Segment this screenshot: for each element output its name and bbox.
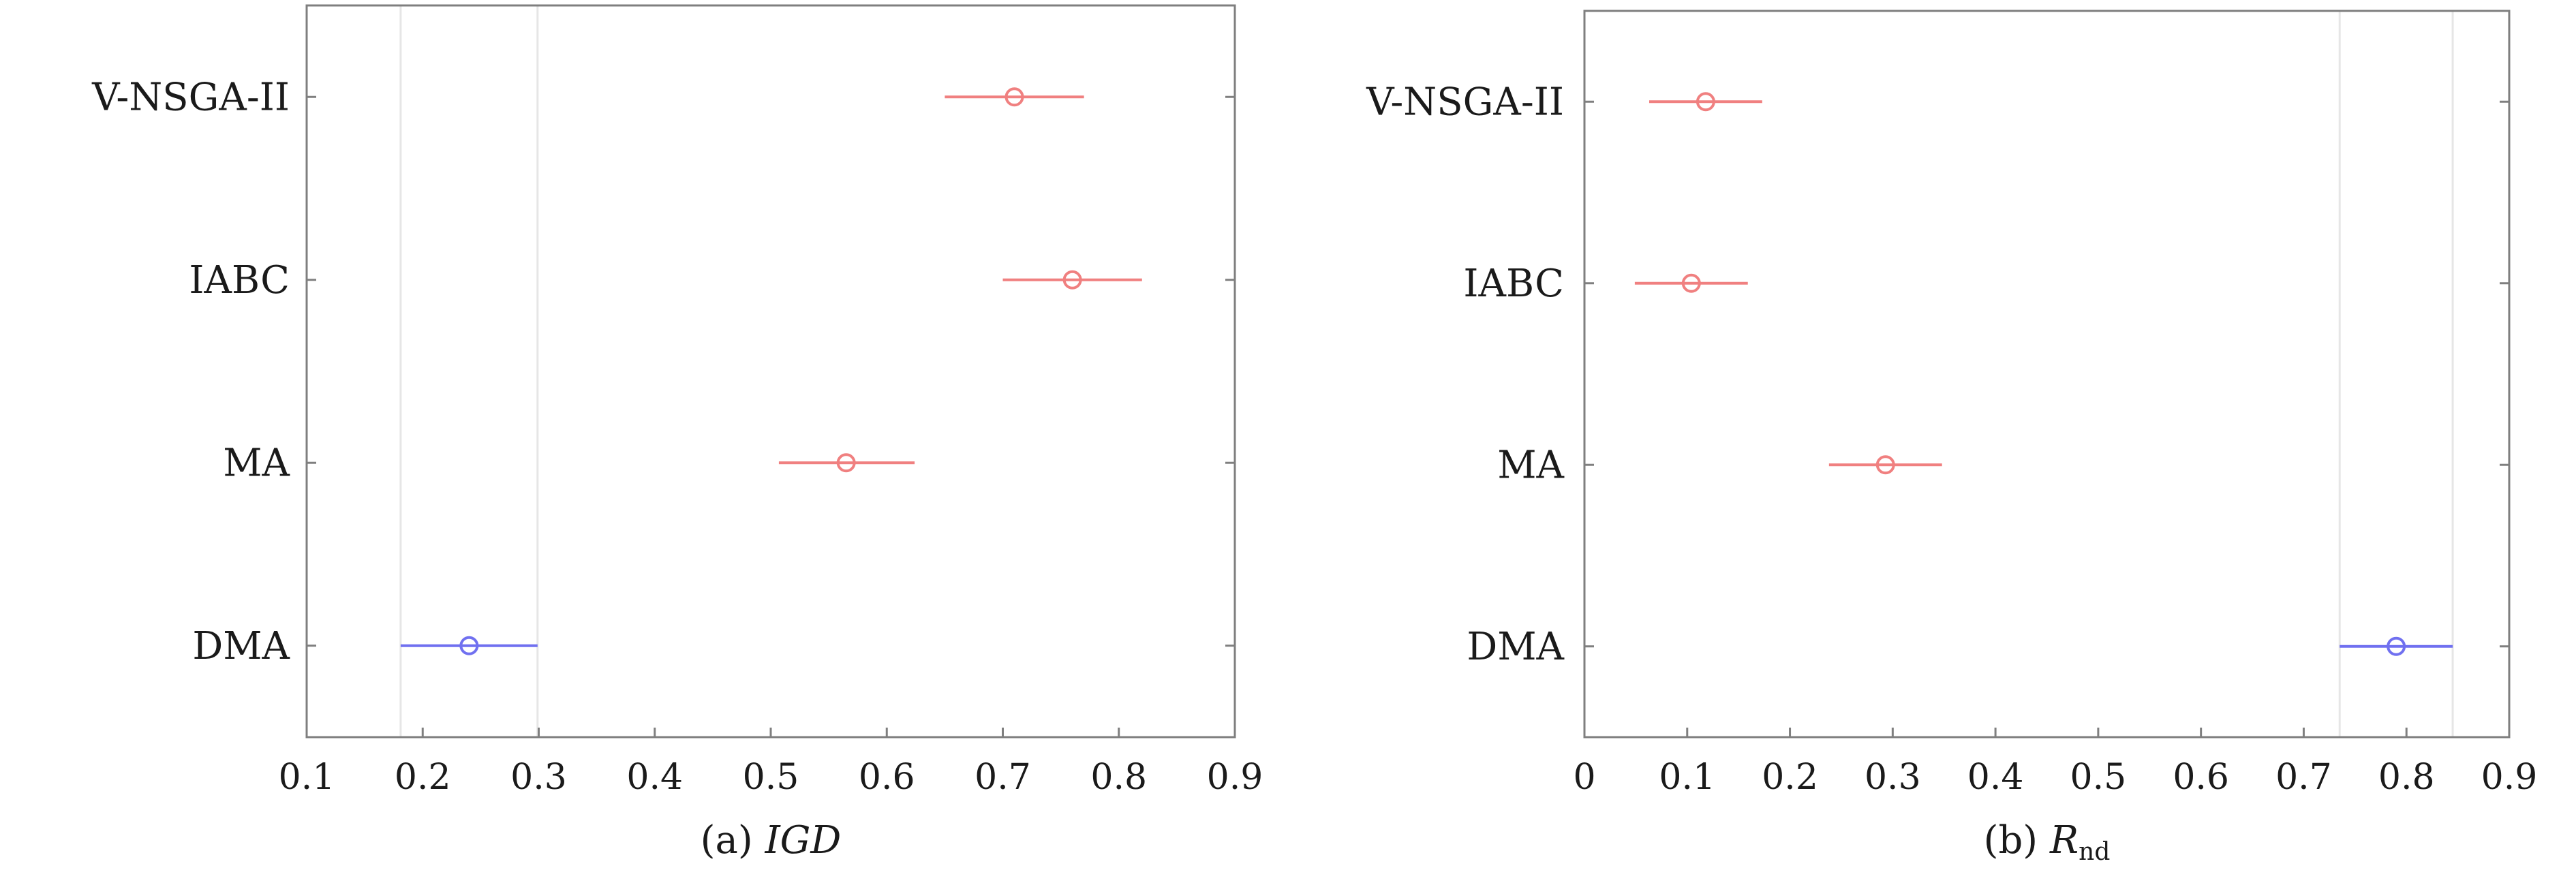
x-tick-label: 0.5 <box>743 757 799 798</box>
x-tick-label: 0.7 <box>975 757 1031 798</box>
caption-prefix: (a) <box>701 818 753 863</box>
x-tick-label: 0.1 <box>1659 757 1715 798</box>
mean-marker-dma <box>459 636 479 655</box>
caption-metric: R <box>2049 818 2079 863</box>
x-tick-label: 0.9 <box>2481 757 2538 798</box>
x-tick-label: 0 <box>1573 757 1595 798</box>
x-tick-label: 0.2 <box>395 757 451 798</box>
x-tick-label: 0.3 <box>1865 757 1921 798</box>
caption-space <box>2038 818 2050 863</box>
x-tick-label: 0.3 <box>510 757 567 798</box>
mean-marker-ma <box>836 453 856 473</box>
caption-metric-subscript: nd <box>2079 838 2110 866</box>
caption-metric: IGD <box>765 818 842 863</box>
category-label: V-NSGA-II <box>91 75 290 119</box>
x-tick-label: 0.4 <box>1967 757 2024 798</box>
mean-marker-v-nsga-ii <box>1696 92 1715 112</box>
caption-prefix: (b) <box>1984 818 2038 863</box>
mean-marker-dma <box>2387 636 2406 656</box>
x-tick-label: 0.7 <box>2275 757 2332 798</box>
x-tick-label: 0.9 <box>1207 757 1263 798</box>
category-label: MA <box>1497 443 1564 487</box>
x-tick-label: 0.8 <box>1090 757 1147 798</box>
caption-space <box>753 818 765 863</box>
panel-a-igd: 0.1 0.2 0.3 0.4 0.5 0.6 0.7 0.8 0.9 V-NSGA-II IABC… <box>91 4 1263 863</box>
x-tick-label: 0.2 <box>1762 757 1818 798</box>
x-tick-label: 0.8 <box>2378 757 2435 798</box>
x-tick-label: 0.5 <box>2070 757 2127 798</box>
mean-marker-iabc <box>1062 270 1082 290</box>
axes-frame <box>1583 10 2511 739</box>
category-label: V-NSGA-II <box>1366 80 1564 124</box>
x-tick-label: 0.6 <box>859 757 915 798</box>
mean-marker-iabc <box>1681 273 1701 293</box>
category-label: IABC <box>189 258 290 302</box>
panel-caption: (a) IGD <box>701 818 842 863</box>
x-tick-label: 0.1 <box>279 757 335 798</box>
panel-b-rnd: 0 0.1 0.2 0.3 0.4 0.5 0.6 0.7 0.8 0.9 V-NSGA-II IAB… <box>1366 10 2538 866</box>
category-label: MA <box>223 441 290 485</box>
category-label: IABC <box>1463 262 1564 306</box>
axes-frame <box>305 4 1236 739</box>
x-tick-label: 0.4 <box>626 757 683 798</box>
panel-caption: (b) Rnd <box>1984 818 2111 866</box>
category-label: DMA <box>1467 625 1564 669</box>
mean-marker-ma <box>1875 455 1895 475</box>
category-label: DMA <box>192 624 290 668</box>
mean-marker-v-nsga-ii <box>1005 87 1024 107</box>
x-tick-label: 0.6 <box>2173 757 2229 798</box>
